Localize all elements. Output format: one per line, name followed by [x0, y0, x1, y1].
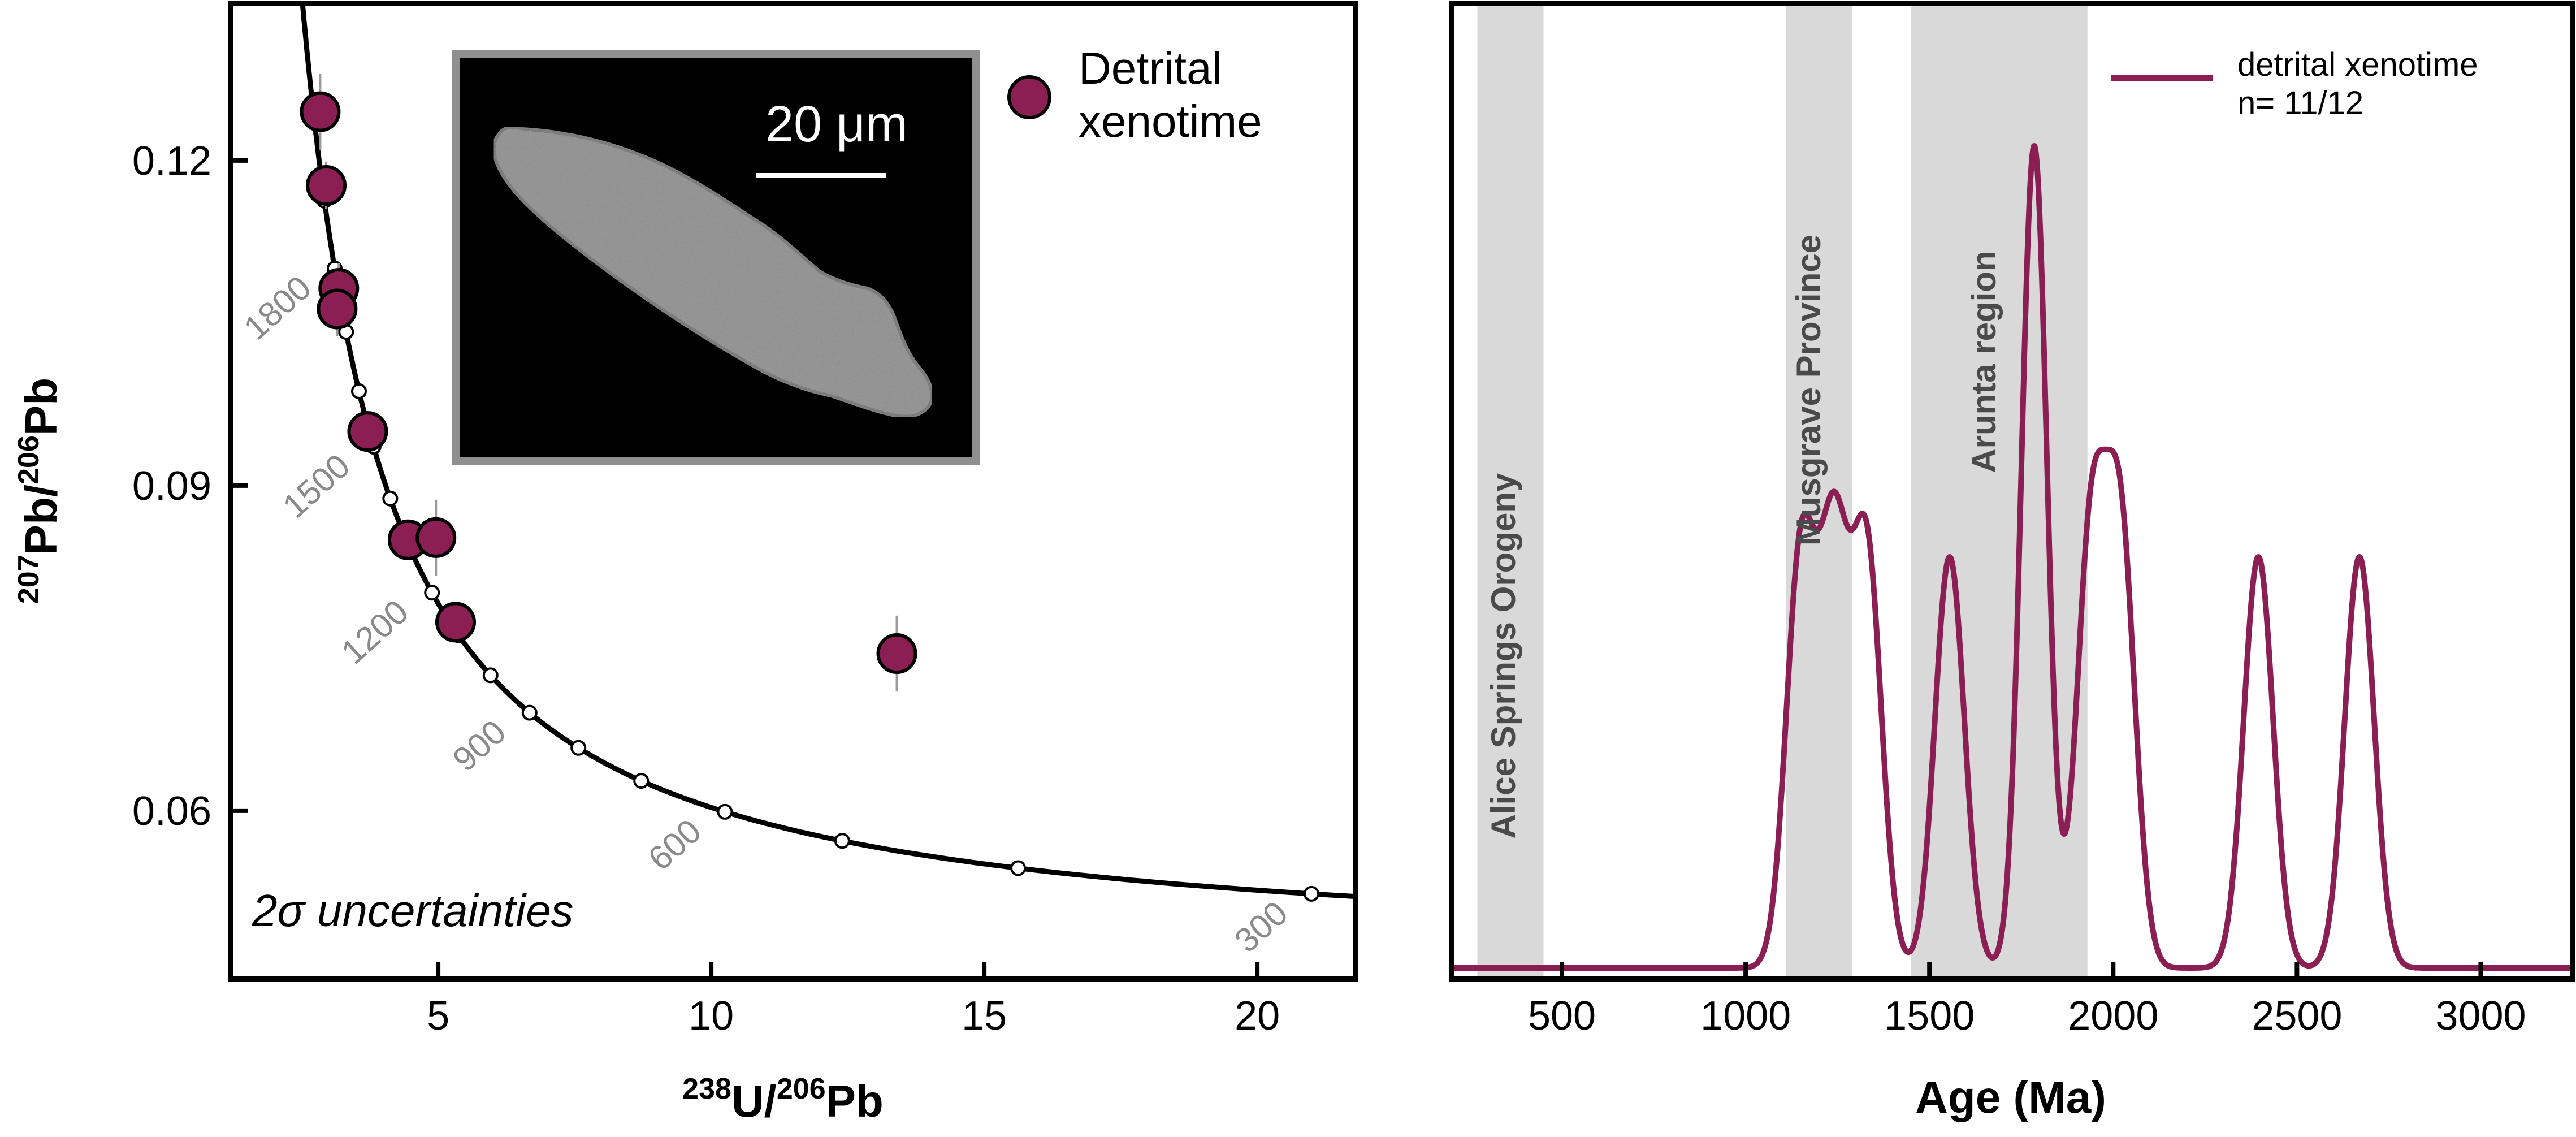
x-tick-label: 2000: [2068, 993, 2158, 1039]
grain-image: [492, 126, 934, 418]
legend-marker-xenotime: [1007, 75, 1051, 119]
ylabel-tail: Pb: [16, 378, 66, 435]
ylabel-mid: Pb/: [16, 485, 66, 555]
ylabel-sup2: 206: [12, 435, 45, 485]
concordia-marker-300: [1303, 885, 1319, 902]
band-label-0: Alice Springs Orogeny: [1484, 473, 1522, 838]
x-tick-label: 5: [427, 993, 449, 1039]
x-tick-label: 1500: [1884, 993, 1975, 1039]
concordia-marker-900: [521, 704, 538, 721]
concordia-x-ticks: 5 10 15 20: [427, 962, 1280, 1039]
ylabel-sup1: 207: [12, 555, 45, 604]
x-tick-label: 15: [962, 993, 1007, 1039]
age-distribution-panel: Alice Springs Orogeny Musgrave Province Ar…: [1449, 1, 2575, 1122]
concordia-age-label-1800: 1800: [237, 269, 318, 347]
data-point: [317, 288, 358, 330]
concordia-age-label-1500: 1500: [275, 447, 357, 525]
concordia-age-label-900: 900: [445, 712, 513, 779]
age-plot-area: [1452, 3, 2573, 979]
concordia-marker-800: [570, 740, 587, 756]
x-tick-label: 2500: [2252, 993, 2342, 1039]
data-point: [435, 602, 476, 643]
age-x-axis-title: Age (Ma): [1915, 1072, 2106, 1122]
x-tick-label: 1000: [1700, 993, 1791, 1039]
x-tick-label: 3000: [2435, 993, 2526, 1039]
y-tick-label: 0.12: [132, 139, 211, 184]
band-0: [1477, 3, 1544, 979]
band-label-2: Arunta region: [1965, 250, 2003, 473]
kde-curve-detrital-xenotime: [1452, 143, 2573, 971]
concordia-age-label-300: 300: [1227, 894, 1295, 960]
concordia-marker-600: [717, 803, 733, 820]
x-tick-label: 20: [1235, 993, 1280, 1039]
uncertainty-annotation: 2σ uncertainties: [252, 885, 574, 936]
x-tick-label: 10: [689, 993, 734, 1039]
data-point: [300, 91, 341, 132]
concordia-marker-1400: [382, 490, 399, 507]
data-point: [876, 633, 917, 674]
scale-bar-label: 20 μm: [765, 96, 908, 153]
data-points: [300, 91, 917, 674]
data-point: [347, 411, 388, 452]
concordia-x-axis-title: 238U/206Pb: [682, 1073, 884, 1126]
x-tick-label: 500: [1528, 993, 1596, 1039]
concordia-marker-700: [633, 773, 650, 789]
legend-label-series: detrital xenotime: [2237, 46, 2478, 83]
y-tick-label: 0.09: [132, 464, 211, 509]
concordia-y-axis-title: 207Pb/206Pb: [12, 378, 66, 604]
concordia-marker-500: [834, 833, 850, 849]
concordia-legend: Detrital xenotime: [1007, 43, 1262, 146]
concordia-age-label-1200: 1200: [334, 593, 415, 671]
concordia-age-label-600: 600: [641, 812, 708, 878]
age-plot-frame: [1449, 1, 2575, 982]
band-1: [1786, 3, 1852, 979]
xlabel-base: U/: [731, 1076, 777, 1126]
legend-label-line2: xenotime: [1079, 96, 1262, 146]
concordia-marker-1200: [424, 585, 440, 601]
concordia-panel: 1800 1500 1200 900 600 300 20 μm Detrital xen…: [12, 1, 1358, 1126]
xlabel-sup1: 238: [682, 1073, 731, 1105]
xlabel-sup2: 206: [777, 1073, 826, 1105]
y-tick-label: 0.06: [132, 789, 211, 834]
grain-inset: 20 μm: [452, 50, 980, 465]
age-legend: detrital xenotime n= 11/12: [2111, 46, 2478, 122]
concordia-y-ticks: 0.06 0.09 0.12: [132, 139, 248, 834]
band-label-1: Musgrave Province: [1790, 235, 1828, 546]
age-x-ticks: 500 1000 1500 2000 2500 3000: [1528, 962, 2526, 1039]
data-point: [415, 517, 457, 558]
xlabel-tail: Pb: [826, 1076, 884, 1126]
data-point: [306, 165, 347, 206]
geologic-bands: [1477, 3, 2088, 979]
concordia-plot-frame: [228, 1, 1358, 982]
concordia-marker-1000: [482, 667, 499, 684]
concordia-marker-400: [1010, 860, 1027, 876]
legend-label-count: n= 11/12: [2237, 85, 2363, 122]
geologic-band-labels: Alice Springs Orogeny Musgrave Province Ar…: [1484, 235, 2003, 839]
legend-label-line1: Detrital: [1079, 43, 1222, 93]
concordia-marker-1600: [350, 383, 367, 399]
